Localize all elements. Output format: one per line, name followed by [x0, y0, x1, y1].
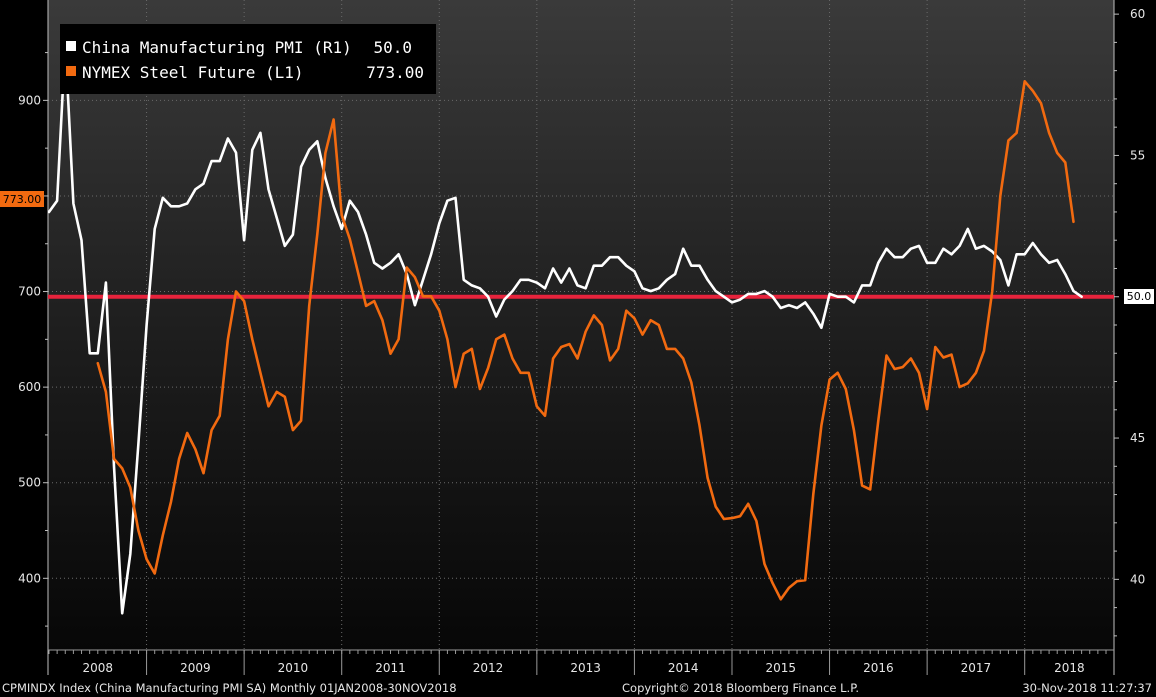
legend-background: [60, 24, 436, 94]
right-tick-label: 45: [1130, 431, 1145, 445]
left-tick-label: 600: [18, 380, 41, 394]
last-value-tags: 773.00 50.0: [0, 191, 1154, 304]
year-label: 2016: [863, 661, 894, 675]
footer-source: CPMINDX Index (China Manufacturing PMI S…: [2, 681, 457, 695]
year-label: 2008: [83, 661, 114, 675]
plot-background: [48, 0, 1114, 650]
legend-value-steel: 773.00: [366, 63, 424, 82]
footer-timestamp: 30-Nov-2018 11:27:37: [1022, 681, 1152, 695]
footer: CPMINDX Index (China Manufacturing PMI S…: [2, 681, 1152, 695]
series-line-steel: [96, 80, 1075, 601]
right-tick-label: 55: [1130, 148, 1145, 162]
left-last-value-tag: [0, 191, 44, 207]
legend-swatch-pmi: [66, 41, 76, 51]
right-last-value-tag: [1124, 289, 1154, 304]
year-label: 2012: [473, 661, 504, 675]
legend-value-pmi: 50.0: [373, 38, 412, 57]
legend-label-pmi: China Manufacturing PMI (R1): [82, 38, 352, 57]
year-label: 2013: [570, 661, 601, 675]
series-line-pmi: [48, 41, 1083, 615]
left-tick-label: 500: [18, 476, 41, 490]
year-label: 2018: [1054, 661, 1085, 675]
left-tick-label: 700: [18, 285, 41, 299]
year-label: 2009: [180, 661, 211, 675]
year-label: 2010: [278, 661, 309, 675]
year-label: 2014: [668, 661, 699, 675]
legend-label-steel: NYMEX Steel Future (L1): [82, 63, 304, 82]
year-label: 2011: [375, 661, 406, 675]
legend: China Manufacturing PMI (R1) 50.0 NYMEX …: [60, 24, 436, 94]
right-last-value-text: 50.0: [1127, 290, 1152, 303]
left-tick-label: 400: [18, 571, 41, 585]
year-label: 2015: [765, 661, 796, 675]
footer-copyright: Copyright© 2018 Bloomberg Finance L.P.: [622, 681, 859, 695]
right-tick-label: 40: [1130, 572, 1145, 586]
series-group: [48, 41, 1083, 615]
right-tick-label: 60: [1130, 7, 1145, 21]
left-tick-label: 900: [18, 93, 41, 107]
left-last-value-text: 773.00: [3, 193, 42, 206]
legend-swatch-steel: [66, 66, 76, 76]
year-label: 2017: [961, 661, 992, 675]
